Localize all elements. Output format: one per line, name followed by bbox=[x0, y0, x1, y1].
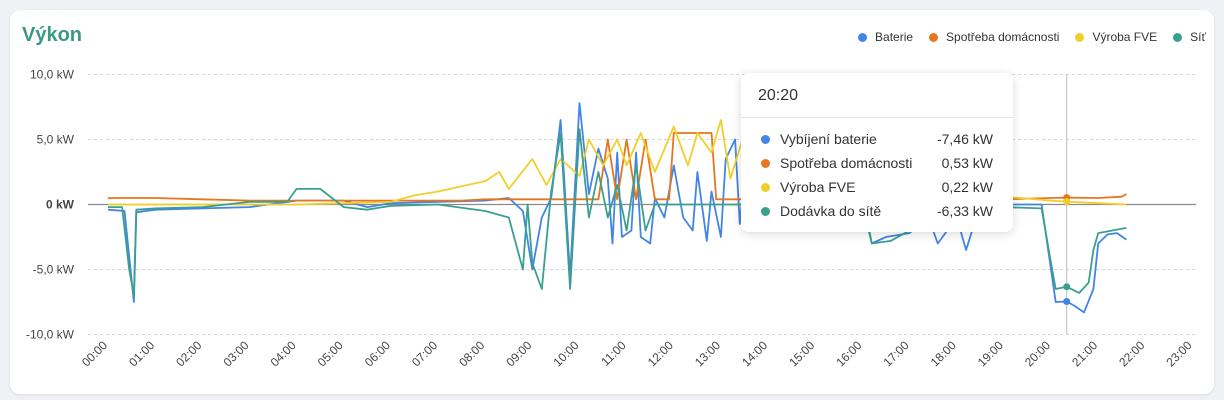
legend-label: Výroba FVE bbox=[1092, 30, 1158, 44]
x-tick-label: 02:00 bbox=[173, 338, 204, 369]
tooltip-time: 20:20 bbox=[741, 73, 1013, 118]
legend-item-vyroba[interactable]: Výroba FVE bbox=[1075, 30, 1157, 44]
x-tick-label: 04:00 bbox=[268, 338, 299, 369]
tooltip-value: -7,46 kW bbox=[936, 131, 993, 147]
cursor-marker bbox=[1063, 198, 1071, 206]
tooltip-label: Výroba FVE bbox=[780, 179, 856, 195]
x-tick-label: 21:00 bbox=[1069, 338, 1100, 369]
legend-dot-icon bbox=[1075, 32, 1085, 42]
x-tick-label: 05:00 bbox=[315, 338, 346, 369]
cursor-marker bbox=[1063, 297, 1071, 305]
chart-tooltip: 20:20 Vybíjení baterie -7,46 kW Spotřeba… bbox=[741, 73, 1013, 232]
tooltip-value: 0,53 kW bbox=[941, 155, 993, 171]
tooltip-label: Spotřeba domácnosti bbox=[780, 155, 913, 171]
x-tick-label: 11:00 bbox=[598, 338, 629, 369]
tooltip-row-grid: Dodávka do sítě -6,33 kW bbox=[761, 201, 993, 221]
x-tick-label: 01:00 bbox=[126, 338, 157, 369]
x-tick-label: 23:00 bbox=[1163, 338, 1194, 369]
tooltip-row-production: Výroba FVE 0,22 kW bbox=[761, 177, 993, 197]
chart-legend: Baterie Spotřeba domácnosti Výroba FVE S… bbox=[858, 30, 1206, 44]
tooltip-dot-icon bbox=[761, 206, 770, 216]
legend-dot-icon bbox=[929, 32, 939, 42]
legend-item-spotreba[interactable]: Spotřeba domácnosti bbox=[929, 30, 1059, 44]
y-tick-label: 0 kW bbox=[46, 198, 75, 212]
legend-label: Síť bbox=[1190, 30, 1206, 44]
x-tick-label: 09:00 bbox=[503, 338, 534, 369]
legend-dot-icon bbox=[1173, 32, 1183, 42]
tooltip-dot-icon bbox=[761, 182, 770, 192]
y-tick-label: -5,0 kW bbox=[33, 263, 75, 277]
x-tick-label: 10:00 bbox=[550, 338, 581, 369]
legend-dot-icon bbox=[858, 32, 868, 42]
legend-label: Spotřeba domácnosti bbox=[946, 30, 1060, 44]
x-tick-label: 14:00 bbox=[739, 338, 770, 369]
x-tick-label: 03:00 bbox=[220, 338, 251, 369]
tooltip-dot-icon bbox=[761, 158, 770, 168]
tooltip-dot-icon bbox=[761, 134, 770, 144]
tooltip-value: 0,22 kW bbox=[941, 179, 993, 195]
x-tick-label: 12:00 bbox=[645, 338, 676, 369]
series-line-síť bbox=[108, 128, 1127, 297]
legend-item-sit[interactable]: Síť bbox=[1173, 30, 1206, 44]
cursor-marker bbox=[1063, 283, 1071, 291]
x-tick-label: 18:00 bbox=[928, 338, 959, 369]
x-tick-label: 06:00 bbox=[362, 338, 393, 369]
x-tick-label: 08:00 bbox=[456, 338, 487, 369]
x-tick-label: 20:00 bbox=[1022, 338, 1053, 369]
y-tick-label: -10,0 kW bbox=[26, 328, 75, 342]
x-tick-label: 22:00 bbox=[1116, 338, 1147, 369]
y-tick-label: 5,0 kW bbox=[37, 133, 75, 147]
legend-item-baterie[interactable]: Baterie bbox=[858, 30, 913, 44]
x-tick-label: 00:00 bbox=[79, 338, 110, 369]
x-tick-label: 13:00 bbox=[692, 338, 723, 369]
x-tick-label: 15:00 bbox=[786, 338, 817, 369]
x-tick-label: 07:00 bbox=[409, 338, 440, 369]
chart-title: Výkon bbox=[22, 24, 83, 46]
x-tick-label: 16:00 bbox=[833, 338, 864, 369]
tooltip-value: -6,33 kW bbox=[936, 203, 993, 219]
tooltip-row-consumption: Spotřeba domácnosti 0,53 kW bbox=[761, 153, 993, 173]
legend-label: Baterie bbox=[875, 30, 914, 44]
tooltip-label: Vybíjení baterie bbox=[780, 131, 877, 147]
tooltip-label: Dodávka do sítě bbox=[780, 203, 882, 219]
y-tick-label: 10,0 kW bbox=[30, 68, 75, 82]
tooltip-row-battery: Vybíjení baterie -7,46 kW bbox=[761, 129, 993, 149]
x-tick-label: 19:00 bbox=[975, 338, 1006, 369]
x-tick-label: 17:00 bbox=[881, 338, 912, 369]
